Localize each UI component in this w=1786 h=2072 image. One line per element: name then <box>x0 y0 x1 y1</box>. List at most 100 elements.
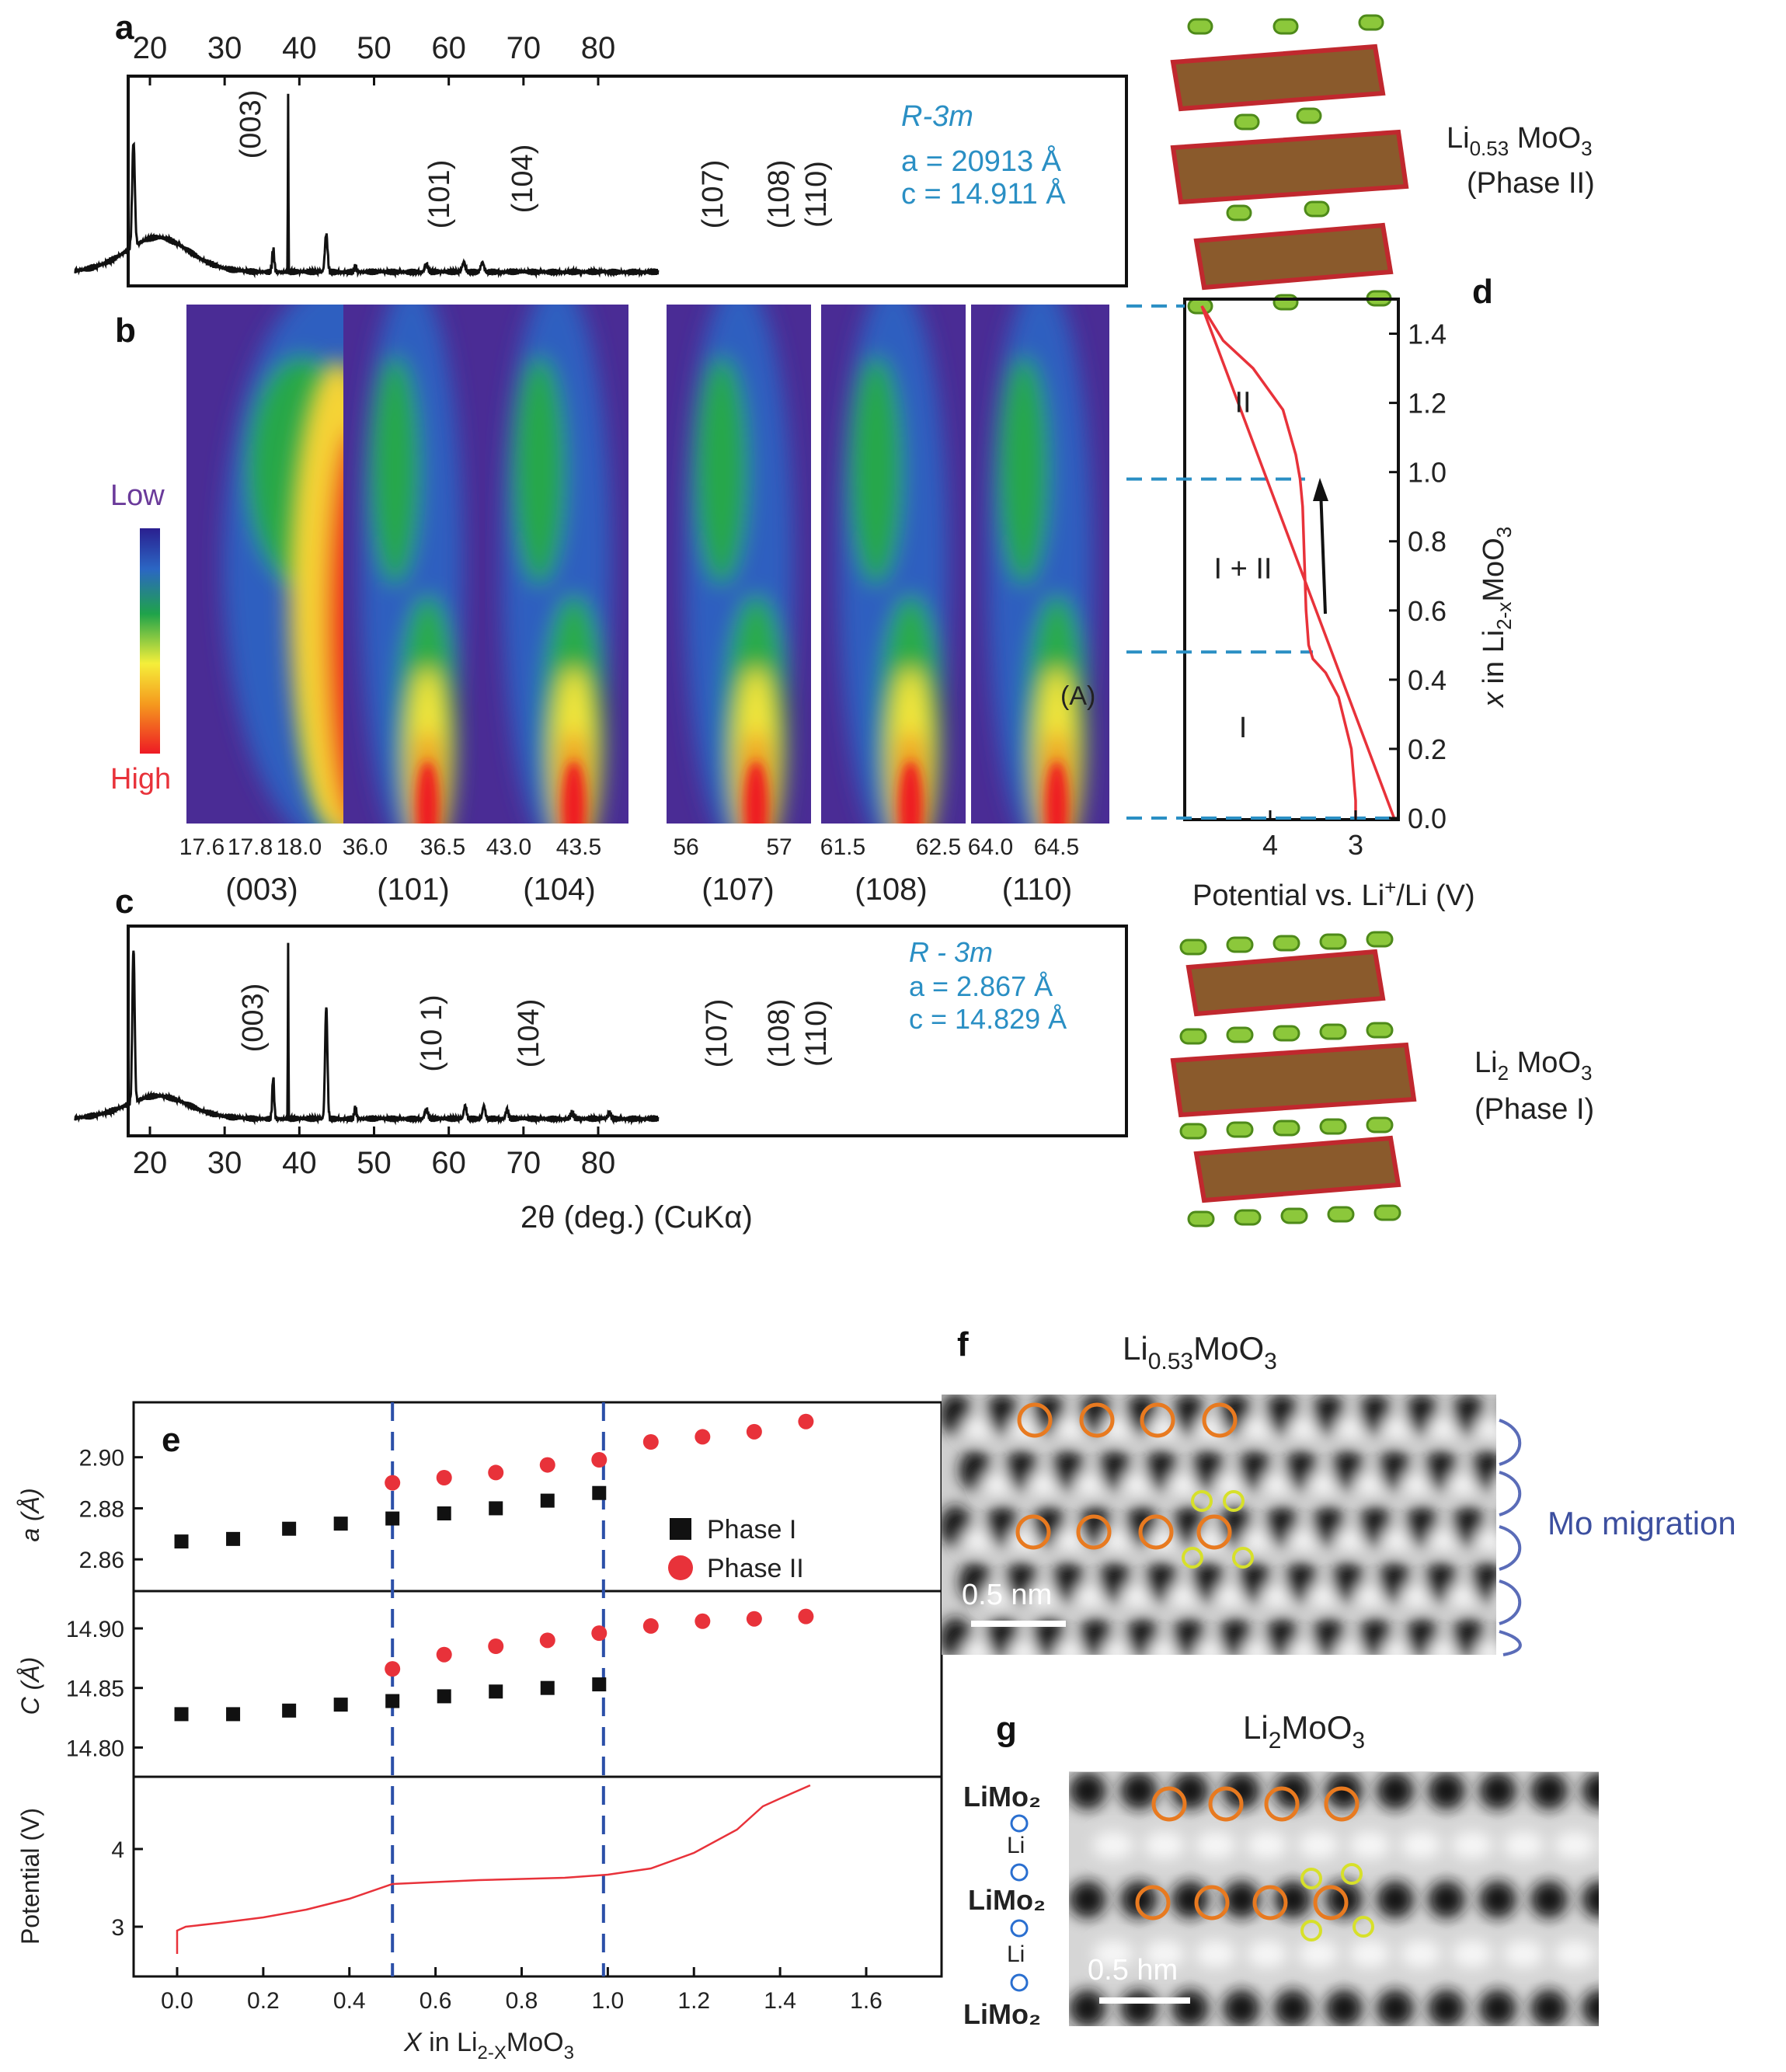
panel-a-lattice-c: c = 14.911 Å <box>901 176 1066 211</box>
top-tick-label: 40 <box>282 31 317 65</box>
crystal-structure-phase2 <box>1170 14 1409 315</box>
xtick-label: 3 <box>1348 829 1363 861</box>
charge-direction-arrow <box>1313 478 1328 615</box>
bottom-tick-label: 40 <box>282 1146 317 1180</box>
top-tick-label: 30 <box>207 31 242 65</box>
mo-site-marker <box>1196 1514 1232 1550</box>
heatmap-tick: 64.5 <box>1034 834 1079 860</box>
panel-e-ylabel-a: a (Å) <box>16 1488 44 1541</box>
colorbar-low: Low <box>110 479 165 512</box>
heatmap-hkl: (108) <box>855 872 927 907</box>
peak-label: (108) <box>763 160 796 229</box>
heatmap-tick: 57 <box>766 834 792 860</box>
legend-phase2: Phase II <box>707 1554 804 1583</box>
panel-d-ticks: 0.0 0.2 0.4 0.6 0.8 1.0 1.2 1.4 4 3 <box>1262 319 1447 861</box>
peak-label: (003) <box>235 90 267 159</box>
point-phase1 <box>282 1703 297 1718</box>
xtick-label: 0.0 <box>161 1988 193 2014</box>
li-site-marker <box>1223 1490 1245 1512</box>
panel-e-ticks: 2.86 2.88 2.90 14.80 14.85 14.90 3 4 0.0 0.2 0.4 0.… <box>66 1446 883 2014</box>
point-phase2 <box>539 1457 555 1473</box>
point-phase2 <box>488 1464 504 1481</box>
point-phase1 <box>333 1698 348 1712</box>
panel-g-scale: 0.5 hm <box>1088 1954 1178 1987</box>
mo-site-marker <box>1208 1786 1244 1822</box>
point-phase1 <box>437 1689 451 1704</box>
li-site-marker <box>1300 1920 1322 1941</box>
panel-c-phase: (Phase I) <box>1474 1093 1594 1126</box>
point-phase2 <box>436 1470 452 1485</box>
ytick-label: 0.8 <box>1408 526 1447 558</box>
bottom-tick-label: 30 <box>207 1146 242 1180</box>
point-phase2 <box>798 1608 814 1625</box>
heatmap-hkl: (101) <box>377 872 449 907</box>
top-tick-label: 60 <box>431 31 466 65</box>
point-phase2 <box>591 1452 608 1468</box>
panel-e-ylabel-c: C (Å) <box>16 1657 44 1715</box>
panel-label-g: g <box>996 1710 1017 1748</box>
ytick-label: 0.4 <box>1408 664 1447 696</box>
colorbar <box>140 528 160 754</box>
point-phase1 <box>333 1517 348 1531</box>
heatmap-annotation: (A) <box>1060 681 1095 711</box>
panel-b-heatmaps <box>186 305 1109 824</box>
li-site-marker <box>1300 1868 1322 1889</box>
xtick-label: 0.4 <box>333 1988 366 2014</box>
point-phase2 <box>746 1423 762 1440</box>
peak-label: (110) <box>800 1000 833 1067</box>
panel-a-space-group: R-3m <box>901 100 973 133</box>
panel-c-lattice-a: a = 2.867 Å <box>909 970 1053 1002</box>
heatmap-tick: 18.0 <box>277 834 322 860</box>
peak-label: (003) <box>237 984 270 1053</box>
mo-migration-label: Mo migration <box>1548 1505 1736 1541</box>
point-phase2 <box>642 1618 659 1634</box>
mo-site-marker <box>1140 1402 1175 1438</box>
panel-a-frame <box>127 75 1128 287</box>
panel-a-formula: Li0.53 MoO3 <box>1447 122 1593 160</box>
mo-site-marker <box>1151 1786 1187 1822</box>
li-site-marker <box>1341 1863 1363 1885</box>
panel-a-phase: (Phase II) <box>1467 167 1595 200</box>
heatmap-tick: 17.8 <box>228 834 273 860</box>
panel-b-ticks: 17.6 17.8 18.0 36.0 36.5 43.0 43.5 56 57 61.5 62.5… <box>179 834 1079 860</box>
ytick-label: 2.90 <box>79 1446 124 1471</box>
panel-c-lattice-c: c = 14.829 Å <box>909 1003 1067 1035</box>
panel-a-top-ticks: 20 30 40 50 60 70 80 <box>133 31 615 85</box>
panel-e-frame <box>132 1401 943 1978</box>
bottom-tick-label: 50 <box>357 1146 392 1180</box>
panel-e-potential-curve <box>176 1784 811 1954</box>
point-phase2 <box>436 1646 452 1663</box>
point-phase2 <box>488 1638 504 1654</box>
heatmap-hkl: (110) <box>1002 872 1072 907</box>
point-phase2 <box>539 1632 555 1649</box>
mo-migration-arrows <box>1499 1419 1522 1656</box>
xtick-label: 0.8 <box>506 1988 538 2014</box>
legend-phase2-marker <box>668 1555 693 1580</box>
layer-label: LiMo₂ <box>968 1884 1046 1916</box>
peak-label: (104) <box>513 999 545 1068</box>
bottom-tick-label: 60 <box>431 1146 466 1180</box>
panel-c-peak-labels: (003) (10 1) (104) (107) (108) (110) <box>237 984 833 1072</box>
point-phase2 <box>695 1613 711 1629</box>
panel-e-xlabel: X in Li2-XMoO3 <box>403 2028 574 2063</box>
peak-label: (10 1) <box>416 994 448 1071</box>
top-tick-label: 70 <box>507 31 541 65</box>
point-phase1 <box>385 1511 400 1526</box>
heatmap-2 <box>485 305 628 824</box>
panel-d-frame <box>1183 298 1400 821</box>
xtick-label: 1.6 <box>850 1988 883 2014</box>
peak-label: (108) <box>763 999 796 1068</box>
panel-c-space-group: R - 3m <box>909 936 993 968</box>
panel-g-atom-markers <box>1135 1786 1374 1941</box>
bottom-tick-label: 80 <box>581 1146 616 1180</box>
mo-site-marker <box>1017 1402 1053 1438</box>
top-tick-label: 20 <box>133 31 168 65</box>
heatmap-tick: 17.6 <box>179 834 225 860</box>
heatmap-hkl: (104) <box>523 872 595 907</box>
mo-site-marker <box>1313 1885 1349 1921</box>
peak-label: (107) <box>697 160 729 229</box>
panel-label-f: f <box>957 1325 969 1363</box>
li-site-marker <box>1182 1547 1203 1569</box>
li-site-marker <box>1353 1916 1374 1938</box>
ytick-label: 14.85 <box>66 1677 124 1702</box>
